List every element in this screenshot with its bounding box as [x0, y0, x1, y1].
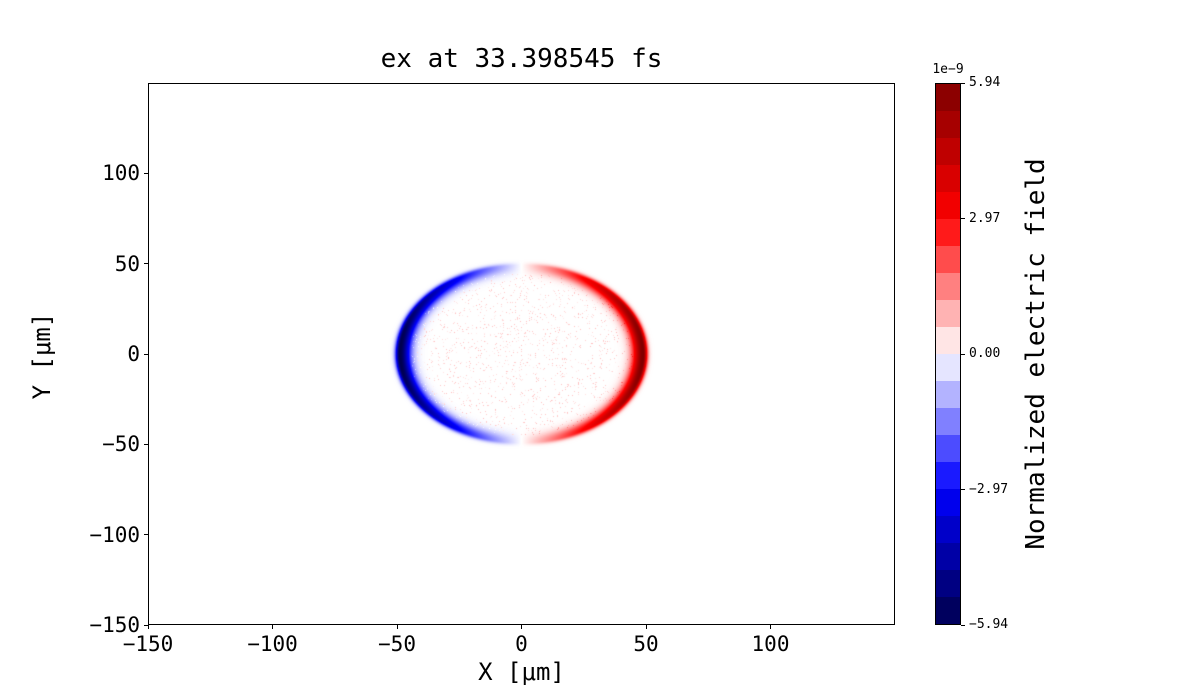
colorbar-band: [936, 354, 960, 381]
plot-area: [148, 83, 895, 625]
plot-title: ex at 33.398545 fs: [380, 44, 663, 74]
x-tick-mark: [645, 625, 647, 629]
x-tick-label: −150: [122, 632, 174, 656]
y-tick-label: −50: [102, 432, 140, 457]
colorbar-tick-label: −2.97: [969, 481, 1009, 497]
colorbar-band: [936, 570, 960, 597]
colorbar-band: [936, 300, 960, 327]
colorbar-band: [936, 516, 960, 543]
colorbar-tick-label: −5.94: [969, 617, 1009, 632]
y-tick-label: −150: [89, 613, 140, 637]
y-tick-label: 100: [102, 161, 140, 186]
colorbar-band: [936, 192, 960, 219]
colorbar-band: [936, 246, 960, 273]
x-tick-mark: [272, 625, 273, 629]
y-tick-mark: [144, 443, 148, 445]
x-tick-mark: [147, 625, 149, 629]
colorbar-band: [936, 489, 960, 516]
y-tick-mark: [144, 172, 148, 174]
y-tick-mark: [144, 534, 148, 536]
colorbar-band: [936, 327, 960, 354]
colorbar-band: [936, 138, 960, 165]
colorbar-band: [936, 597, 960, 624]
colorbar-band: [936, 408, 960, 435]
heatmap-canvas: [149, 84, 894, 624]
x-tick-label: −100: [247, 632, 298, 656]
y-tick-label: −100: [89, 522, 140, 547]
colorbar-tick-mark: [961, 218, 965, 219]
x-tick-label: 0: [515, 632, 528, 656]
colorbar-band: [936, 111, 960, 138]
colorbar-band: [936, 462, 960, 489]
colorbar-band: [936, 381, 960, 408]
x-tick-label: 50: [633, 632, 659, 656]
x-tick-label: −50: [378, 632, 416, 656]
colorbar-tick-mark: [961, 624, 965, 626]
colorbar-band: [936, 165, 960, 192]
y-tick-mark: [144, 263, 148, 265]
y-tick-mark: [144, 624, 148, 626]
colorbar-tick-mark: [961, 82, 965, 84]
x-tick-mark: [396, 625, 398, 629]
colorbar-tick-mark: [961, 353, 965, 355]
y-tick-mark: [144, 353, 148, 355]
colorbar-tick-label: 0.00: [969, 346, 1001, 361]
colorbar-offset-label: 1e−9: [932, 62, 964, 77]
colorbar-tick-label: 2.97: [969, 210, 1001, 226]
x-tick-mark: [770, 625, 771, 629]
colorbar-band: [936, 84, 960, 111]
y-tick-label: 50: [114, 251, 140, 276]
colorbar: [935, 83, 961, 625]
colorbar-band: [936, 219, 960, 246]
colorbar-band: [936, 543, 960, 570]
colorbar-tick-mark: [961, 489, 965, 490]
colorbar-tick-label: 5.94: [969, 75, 1001, 90]
x-axis-label: X [μm]: [478, 658, 565, 686]
colorbar-band: [936, 435, 960, 462]
x-tick-mark: [521, 625, 522, 629]
x-tick-label: 100: [751, 632, 790, 656]
y-tick-label: 0: [127, 342, 140, 366]
colorbar-band: [936, 273, 960, 300]
